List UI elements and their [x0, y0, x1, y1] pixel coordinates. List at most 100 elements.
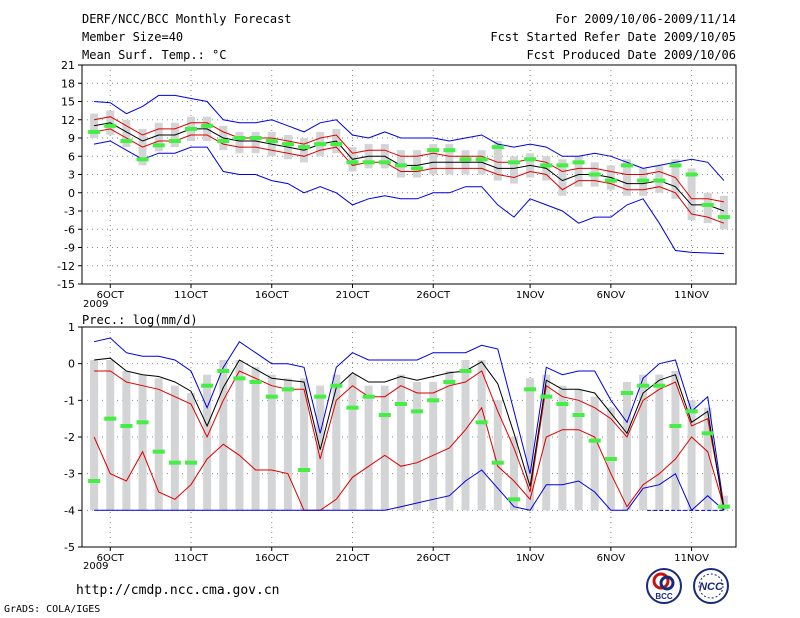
precip-median-marker — [459, 369, 472, 373]
temp-line-mean — [94, 122, 725, 212]
precip-median-marker — [152, 449, 165, 454]
temp-y-tick-label: 15 — [61, 96, 75, 109]
precip-y-tick-label: -3 — [64, 468, 75, 481]
temp-box — [558, 159, 567, 196]
temp-median-marker — [475, 157, 488, 162]
precip-box — [542, 374, 551, 511]
temp-box — [122, 119, 131, 148]
temp-x-tick-label: 16OCT — [255, 290, 290, 301]
temp-median-marker — [217, 139, 230, 144]
precip-box — [493, 400, 502, 511]
precip-median-marker — [443, 380, 456, 384]
temp-box — [623, 159, 631, 196]
temp-median-marker — [685, 172, 698, 177]
temp-median-marker — [201, 123, 214, 128]
precip-line-min — [94, 469, 725, 512]
variable-label: Mean Surf. Temp.: °C — [82, 48, 227, 62]
precip-median-marker — [524, 387, 537, 392]
temp-median-marker — [443, 148, 456, 153]
precip-x-tick-label: 11NOV — [674, 553, 709, 564]
temp-box — [429, 144, 438, 175]
precip-box — [364, 385, 373, 511]
temp-median-marker — [346, 160, 359, 165]
grads-credit: GrADS: COLA/IGES — [4, 604, 101, 615]
precip-median-marker — [621, 391, 633, 395]
temp-y-tick-label: 12 — [61, 114, 75, 127]
precip-median-marker — [411, 409, 424, 414]
temp-median-marker — [265, 139, 278, 144]
temp-median-marker — [669, 163, 682, 168]
precip-y-tick-label: -1 — [64, 394, 75, 407]
start-date-label: Fcst Started Refer Date 2009/10/05 — [490, 30, 736, 44]
precip-x-tick-label: 16OCT — [255, 553, 290, 564]
precip-median-marker — [427, 398, 440, 403]
precip-box — [300, 378, 309, 511]
precip-box — [396, 374, 405, 511]
precip-median-marker — [346, 405, 359, 410]
precip-median-marker — [314, 394, 327, 399]
precip-median-marker — [475, 420, 488, 425]
temp-x-tick-label: 26OCT — [416, 290, 451, 301]
precip-median-marker — [185, 460, 197, 465]
precip-box — [590, 396, 599, 511]
precip-box — [655, 374, 664, 511]
temp-median-marker — [168, 139, 181, 144]
precip-median-marker — [378, 413, 391, 417]
precip-panel-title: Prec.: log(mm/d) — [82, 313, 198, 327]
precip-box — [623, 382, 631, 511]
temp-median-marker — [621, 163, 633, 168]
precip-median-marker — [669, 424, 682, 428]
temp-x-tick-label: 21OCT — [336, 290, 371, 301]
temp-y-tick-label: 9 — [68, 132, 75, 145]
precip-median-marker — [201, 383, 214, 388]
temp-x-tick-label: 11OCT — [174, 290, 209, 301]
precip-median-marker — [491, 460, 504, 465]
precip-box — [639, 374, 648, 511]
precip-box — [219, 360, 228, 511]
temp-median-marker — [362, 160, 375, 165]
temp-x-tick-label: 11NOV — [674, 290, 709, 301]
precip-box — [574, 389, 583, 511]
precip-box — [90, 360, 99, 511]
precip-median-marker — [88, 479, 101, 483]
temp-box — [445, 144, 454, 175]
precip-median-marker — [653, 383, 666, 388]
precip-box — [719, 495, 728, 511]
temp-y-tick-label: -12 — [57, 260, 75, 273]
precip-y-tick-label: -5 — [64, 541, 75, 554]
temp-box — [235, 131, 244, 154]
temp-y-tick-label: 6 — [68, 150, 75, 163]
forecast-period-label: For 2009/10/06-2009/11/14 — [555, 12, 736, 26]
precip-y-tick-label: -2 — [64, 431, 75, 444]
precip-median-marker — [685, 409, 698, 414]
temp-x-tick-label: 6NOV — [597, 290, 626, 301]
temp-median-marker — [459, 157, 472, 162]
temp-y-tick-label: -9 — [64, 242, 75, 255]
temp-line-min — [94, 140, 724, 255]
temp-box — [574, 156, 583, 187]
precip-box — [380, 385, 389, 511]
temp-median-marker — [572, 160, 585, 165]
temp-line-max — [94, 94, 725, 181]
temp-median-marker — [394, 163, 407, 168]
source-url[interactable]: http://cmdp.ncc.cma.gov.cn — [76, 583, 280, 598]
temp-box — [703, 192, 712, 224]
precip-median-marker — [281, 387, 294, 392]
precip-year-label: 2009 — [83, 561, 109, 572]
precip-box — [429, 382, 438, 511]
precip-box — [283, 378, 292, 511]
temp-y-tick-label: 21 — [61, 59, 75, 72]
precip-median-marker — [588, 438, 601, 443]
precip-box — [461, 360, 470, 511]
temp-median-marker — [136, 157, 149, 162]
precip-median-marker — [233, 376, 246, 381]
temp-x-tick-label: 1NOV — [516, 290, 545, 301]
temp-median-marker — [185, 126, 197, 131]
temp-box — [154, 122, 163, 152]
precip-box — [251, 367, 260, 511]
chart-title: DERF/NCC/BCC Monthly Forecast — [82, 12, 292, 26]
precip-median-marker — [168, 460, 181, 465]
temp-y-tick-label: -6 — [64, 223, 75, 236]
precip-box — [170, 385, 179, 511]
temp-median-marker — [701, 202, 714, 207]
